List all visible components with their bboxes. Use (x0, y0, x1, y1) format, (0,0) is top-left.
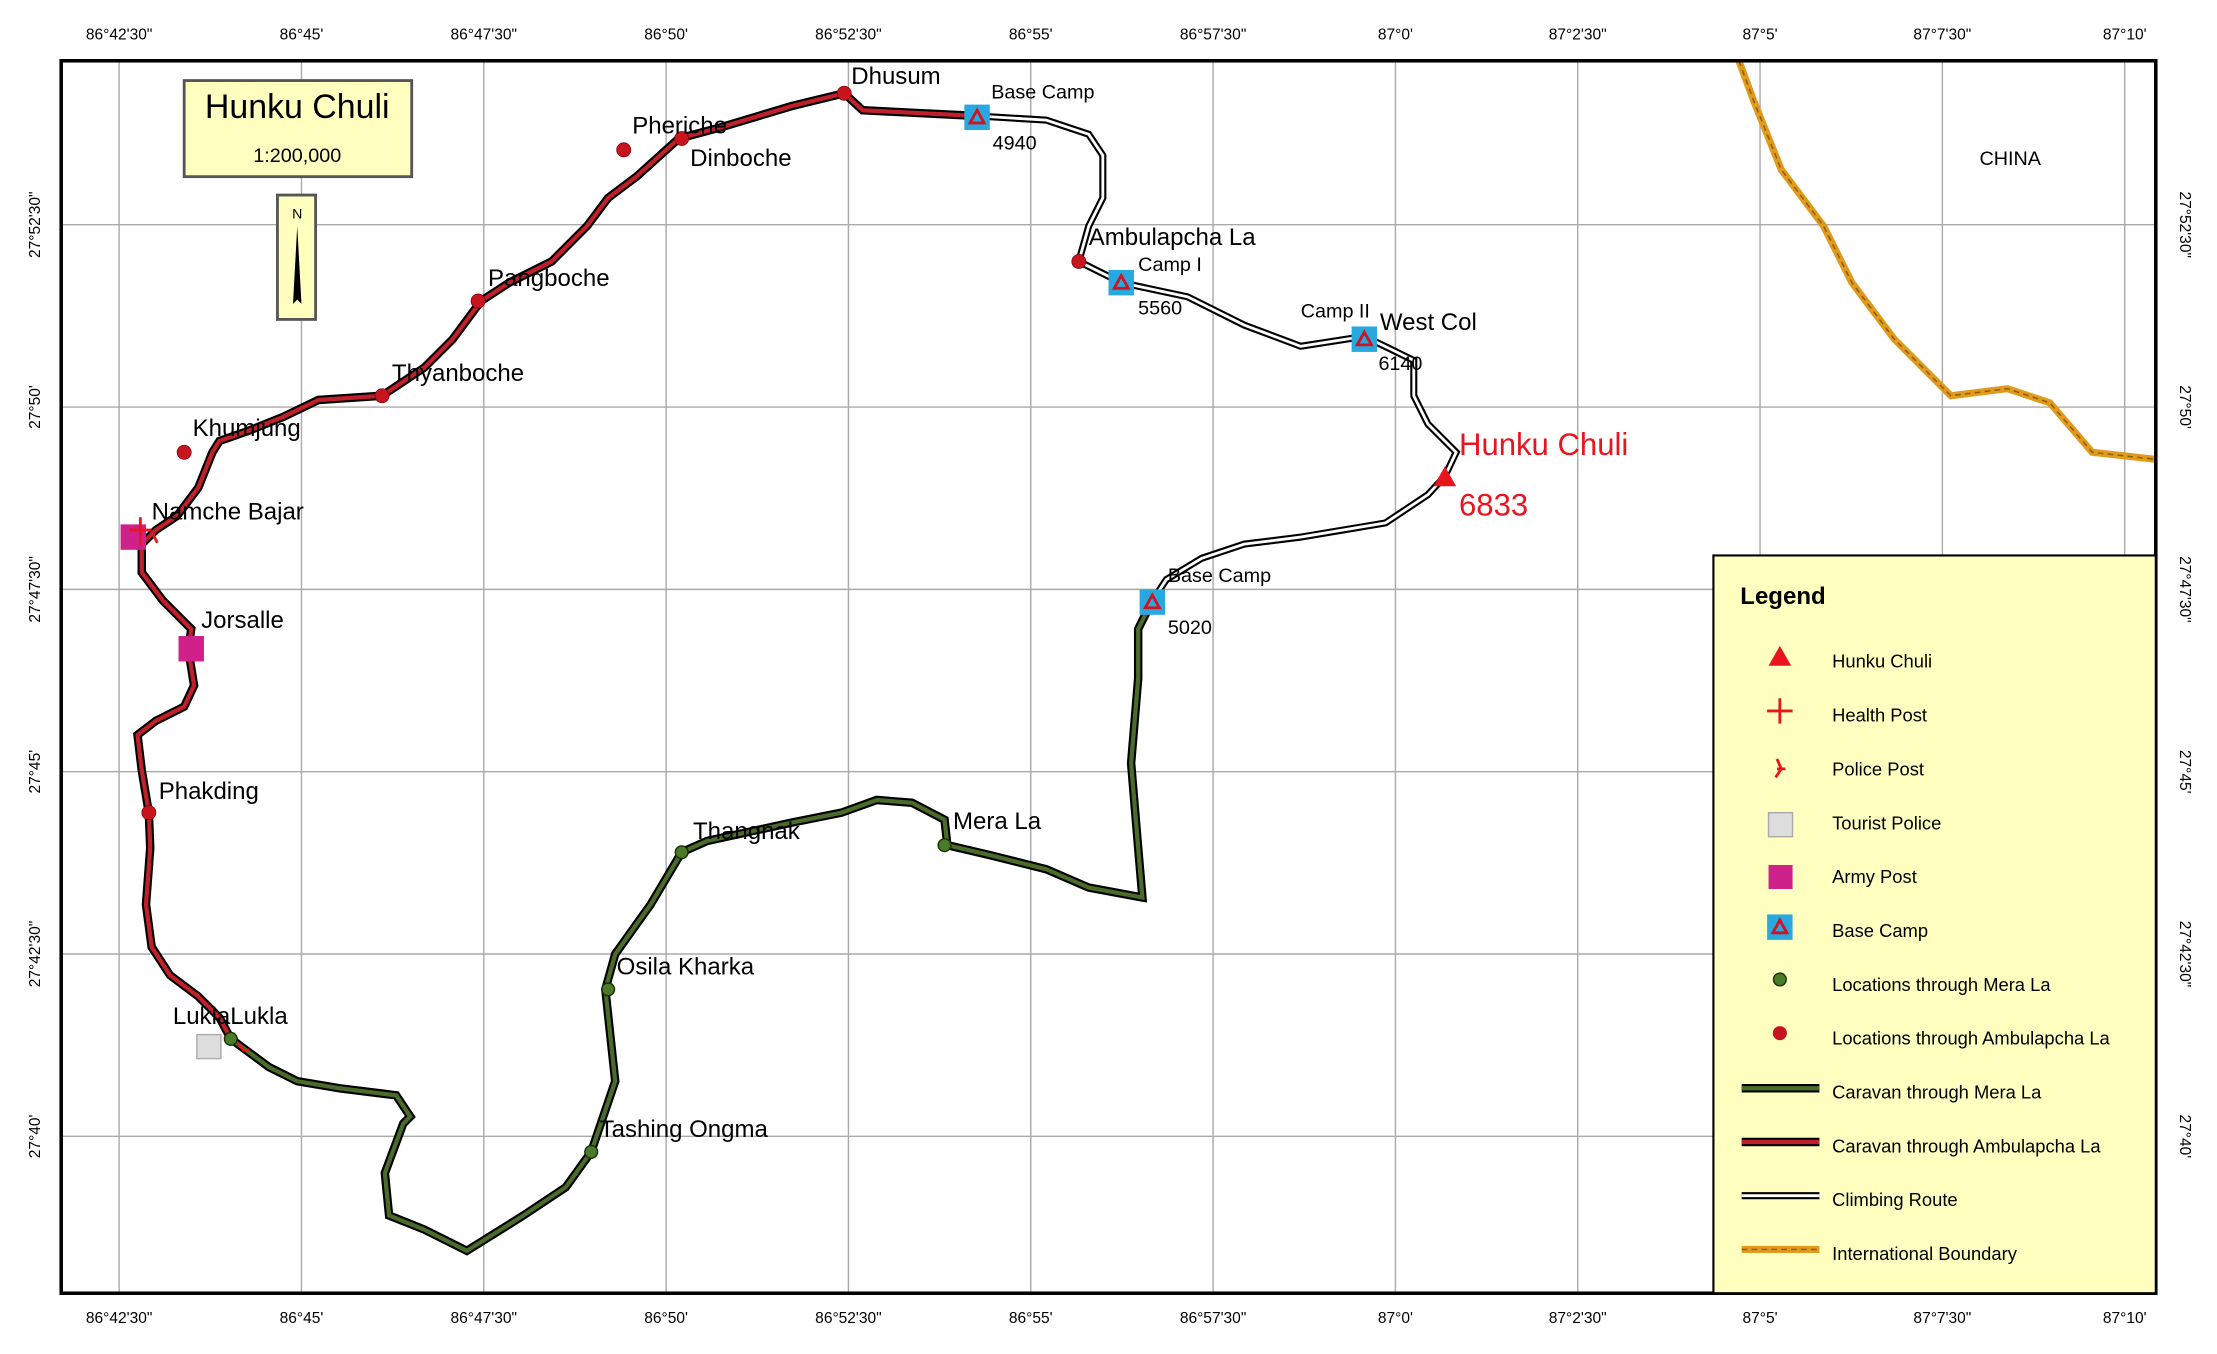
place-label: Khumjung (193, 415, 301, 442)
place-label: Tashing Ongma (600, 1116, 769, 1143)
latitude-label: 27°52'30" (27, 191, 44, 258)
place-label: Dhusum (851, 63, 940, 90)
latitude-label: 27°45' (2176, 750, 2193, 794)
tourist-police (196, 1033, 222, 1060)
longitude-label: 86°47'30" (451, 1310, 518, 1327)
place-label: Thyanboche (392, 360, 524, 387)
health-post (129, 517, 152, 546)
latitude-label: 27°50' (27, 385, 44, 429)
elevation: 6140 (1378, 353, 1422, 375)
latitude-label: 27°40' (27, 1114, 44, 1158)
police-post (151, 533, 250, 1052)
legend-item: Hunku Chuli (1832, 651, 1932, 672)
longitude-label: 86°55' (1009, 26, 1053, 43)
international-boundary-inner (1738, 60, 2156, 461)
legend-item: Locations through Ambulapcha La (1832, 1028, 2110, 1049)
longitude-label: 86°52'30" (815, 26, 882, 43)
longitude-label: 86°50' (644, 1310, 688, 1327)
latitude-label: 27°47'30" (27, 556, 44, 623)
latitude-label: 27°42'30" (2176, 921, 2193, 988)
legend: Hunku Chuli Health Post Police Post Tourist… (1741, 645, 2111, 1264)
longitude-label: 87°7'30" (1913, 26, 1971, 43)
latitude-label: 27°45' (27, 750, 44, 794)
place-label: LuklaLukla (173, 1003, 288, 1030)
country-label: CHINA (1979, 148, 2041, 170)
map-scale: 1:200,000 (253, 145, 341, 167)
longitude-label: 87°5' (1743, 26, 1778, 43)
elevation: 4940 (993, 132, 1037, 154)
longitude-label: 87°0' (1378, 1310, 1413, 1327)
place-label: Namche Bajar (152, 498, 304, 525)
base-camps (964, 104, 1378, 615)
place-labels: Dhusum Base Camp 4940 Pheriche Dinboche … (152, 63, 2042, 1143)
longitude-label: 87°10' (2103, 26, 2147, 43)
title-box (182, 79, 414, 179)
legend-item: Tourist Police (1832, 812, 1941, 833)
longitude-label: 87°2'30" (1549, 1310, 1607, 1327)
legend-item: Police Post (1832, 758, 1924, 779)
place-label: Ambulapcha La (1089, 224, 1257, 251)
north-label: N (292, 206, 302, 222)
ambulapcha-locations (141, 85, 1087, 821)
place-label: Osila Kharka (617, 953, 755, 980)
longitude-label: 86°55' (1009, 1310, 1053, 1327)
legend-title: Legend (1740, 583, 1825, 610)
legend-item: International Boundary (1832, 1243, 2018, 1264)
longitude-label: 86°50' (644, 26, 688, 43)
place-label: Camp I (1138, 254, 1202, 276)
caravan-mera-core (229, 599, 1155, 1254)
longitude-label: 86°42'30" (86, 26, 153, 43)
place-label: Thangnak (693, 818, 801, 845)
legend-item: Caravan through Ambulapcha La (1832, 1135, 2101, 1156)
legend-item: Base Camp (1832, 920, 1928, 941)
latitude-label: 27°47'30" (2176, 556, 2193, 623)
longitude-label: 86°57'30" (1180, 26, 1247, 43)
longitude-label: 86°45' (280, 26, 324, 43)
place-label: Pheriche (632, 113, 727, 140)
place-label: Pangboche (488, 265, 610, 292)
place-label: Base Camp (1168, 565, 1271, 587)
map-title: Hunku Chuli (205, 88, 390, 126)
place-label: Base Camp (991, 82, 1094, 104)
place-label: Jorsalle (201, 607, 284, 634)
latitude-label: 27°40' (2176, 1114, 2193, 1158)
place-label: Phakding (159, 778, 259, 805)
mera-locations (223, 838, 952, 1159)
north-arrow (292, 226, 302, 304)
legend-item: Climbing Route (1832, 1189, 1958, 1210)
place-label: West Col (1380, 309, 1477, 336)
latitude-label: 27°50' (2176, 385, 2193, 429)
latitude-label: 27°42'30" (27, 921, 44, 988)
longitude-label: 87°7'30" (1913, 1310, 1971, 1327)
longitude-label: 87°5' (1743, 1310, 1778, 1327)
longitude-label: 87°2'30" (1549, 26, 1607, 43)
legend-item: Health Post (1832, 705, 1927, 726)
latitude-label: 27°52'30" (2176, 191, 2193, 258)
longitude-label: 86°45' (280, 1310, 324, 1327)
legend-item: Army Post (1832, 866, 1917, 887)
climbing-route-core (975, 114, 1458, 602)
place-label: Dinboche (690, 145, 791, 172)
elevation: 5560 (1138, 298, 1182, 320)
peak-elevation: 6833 (1459, 488, 1528, 523)
longitude-label: 87°0' (1378, 26, 1413, 43)
legend-item: Locations through Mera La (1832, 974, 2051, 995)
peak-label: Hunku Chuli (1459, 427, 1628, 462)
longitude-label: 86°47'30" (451, 26, 518, 43)
elevation: 5020 (1168, 617, 1212, 639)
place-label: Mera La (953, 808, 1042, 835)
longitude-label: 87°10' (2103, 1310, 2147, 1327)
peak-marker (1433, 466, 1457, 487)
longitude-label: 86°52'30" (815, 1310, 882, 1327)
longitude-label: 86°57'30" (1180, 1310, 1247, 1327)
place-label: Camp II (1301, 301, 1370, 323)
longitude-label: 86°42'30" (86, 1310, 153, 1327)
legend-item: Caravan through Mera La (1832, 1082, 2042, 1103)
